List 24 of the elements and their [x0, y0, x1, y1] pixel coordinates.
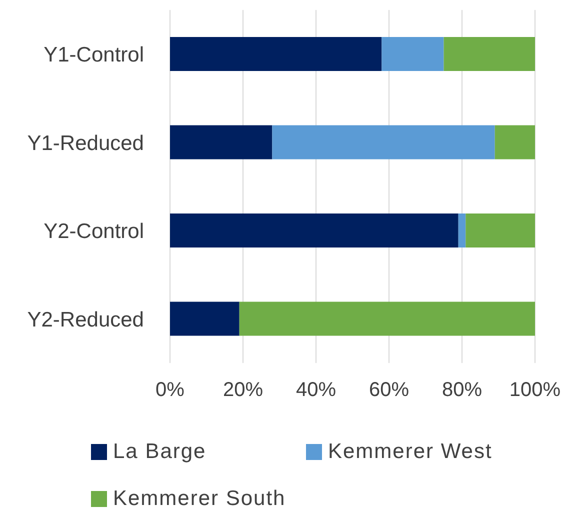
x-tick-label: 60%: [368, 379, 410, 402]
bar: [170, 302, 240, 336]
x-tick-label: 40%: [296, 379, 336, 402]
x-tick-label: 100%: [509, 379, 561, 402]
bar: [170, 37, 382, 71]
legend-label: Kemmerer West: [328, 439, 492, 465]
bar: [272, 125, 495, 160]
bar: [494, 125, 535, 160]
y-tick-label: Y1-Control: [44, 44, 144, 67]
legend-label: La Barge: [113, 439, 206, 465]
y-tick-label: Y2-Control: [44, 220, 144, 244]
y-tick-label: Y1-Reduced: [27, 132, 144, 155]
x-tick-label: 20%: [222, 379, 264, 402]
bar: [170, 214, 458, 248]
x-tick-label: 0%: [156, 379, 185, 402]
legend-label: Kemmerer South: [113, 486, 286, 512]
bar: [170, 125, 272, 160]
y-tick-label: Y2-Reduced: [27, 308, 144, 332]
bar: [239, 302, 535, 336]
bar: [466, 214, 535, 248]
bar: [382, 37, 444, 71]
bar: [444, 37, 535, 71]
bar: [458, 214, 466, 248]
x-tick-label: 80%: [442, 379, 482, 402]
